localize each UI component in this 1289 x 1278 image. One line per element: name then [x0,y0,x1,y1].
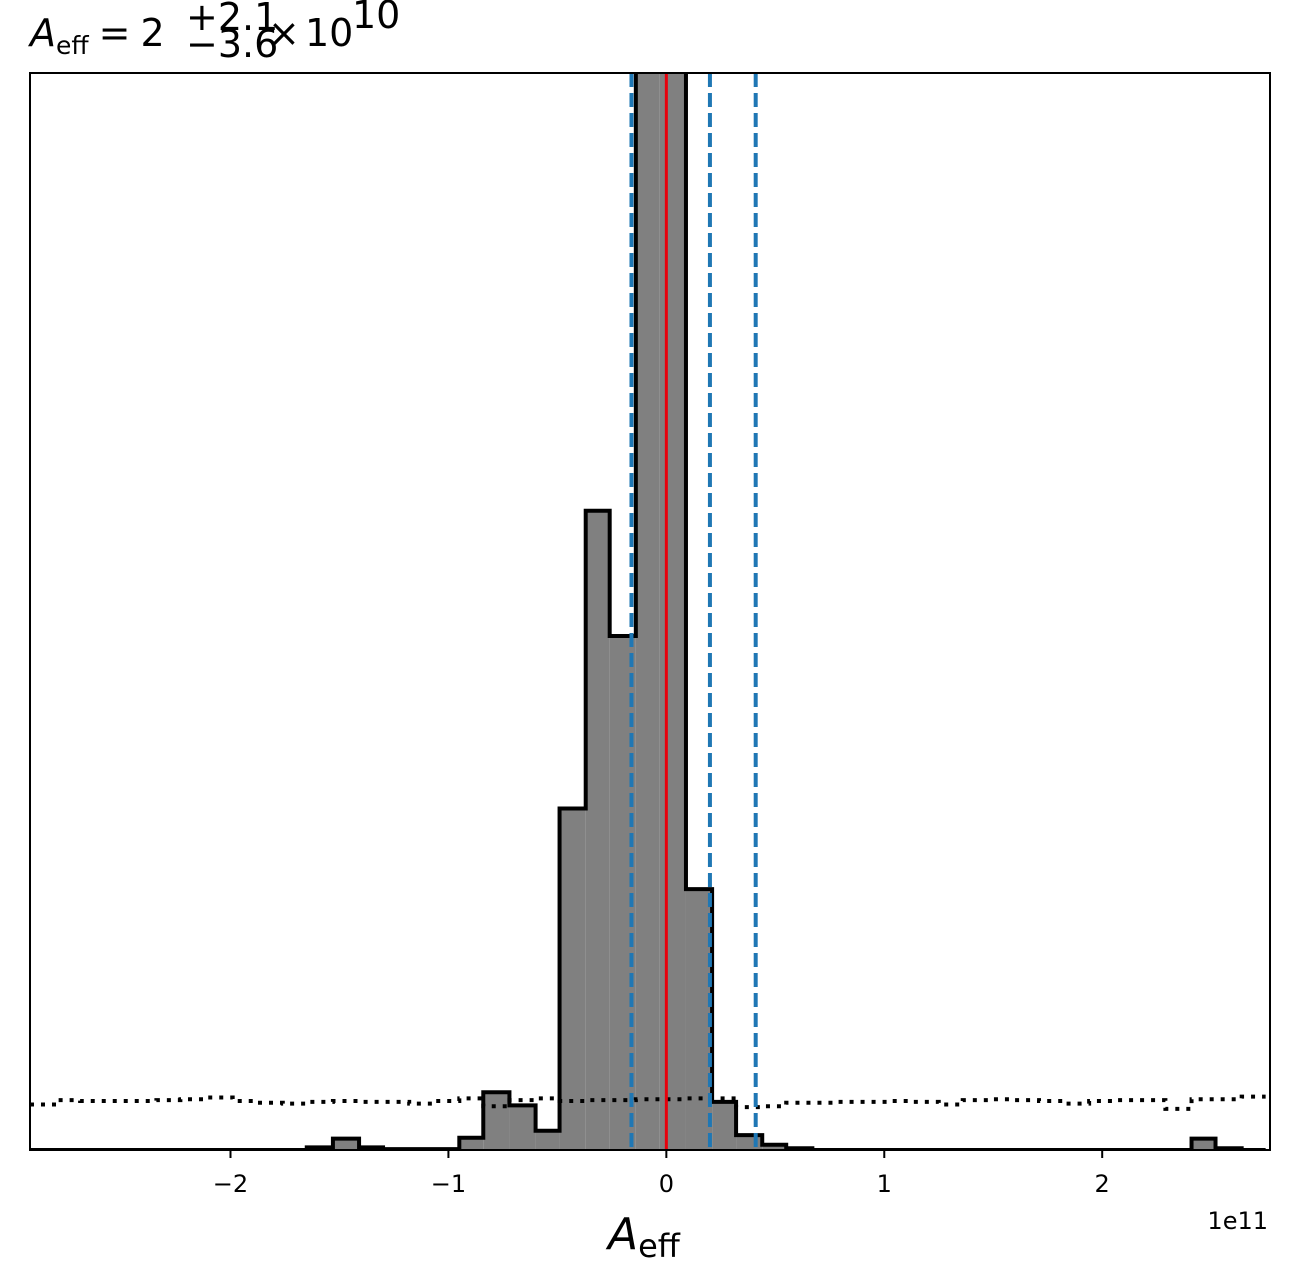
histogram-bar [736,1135,763,1150]
title-base: 10 [305,11,353,55]
histogram-bar [685,889,713,1150]
histogram-bar [459,1137,484,1150]
x-axis-label: Aeff [605,1209,681,1265]
title-value: 2 [140,11,164,55]
x-tick-label: −2 [213,1170,248,1198]
histogram-bar [1191,1138,1216,1150]
title-lower-error: −3.6 [186,22,278,66]
xlabel-symbol: A [605,1209,638,1260]
chart-title: Aeff = 2 [27,11,165,60]
prior-dotted-line [30,1094,1266,1111]
plot-area [30,73,1266,1150]
histogram-bar [659,73,686,1150]
histogram-bar [483,1092,510,1150]
title-times: × [268,11,300,55]
histogram-bar [332,1138,360,1150]
x-offset-label: 1e11 [1207,1207,1268,1235]
histogram-outline [30,73,1266,1150]
histogram-bar [762,1144,787,1150]
title-exponent: 10 [352,0,400,37]
x-axis-ticks: −2 −1 0 1 2 [213,1150,1110,1198]
title-equals: = [99,11,131,55]
histogram-bar [509,1105,536,1150]
axes-frame [29,72,1271,1151]
x-tick-label: 1 [877,1170,892,1198]
xlabel-sub: eff [638,1227,681,1265]
histogram-bar [712,1101,737,1150]
histogram-bar [535,1130,560,1150]
x-tick-label: −1 [431,1170,466,1198]
x-tick-label: 0 [659,1170,674,1198]
title-upper-error: +2.1 [186,0,278,39]
title-symbol: A [27,11,56,55]
title-symbol-sub: eff [56,31,89,60]
histogram-bar [585,510,610,1150]
histogram-bar [635,73,660,1150]
histogram-bar [559,808,586,1150]
x-tick-label: 2 [1095,1170,1110,1198]
